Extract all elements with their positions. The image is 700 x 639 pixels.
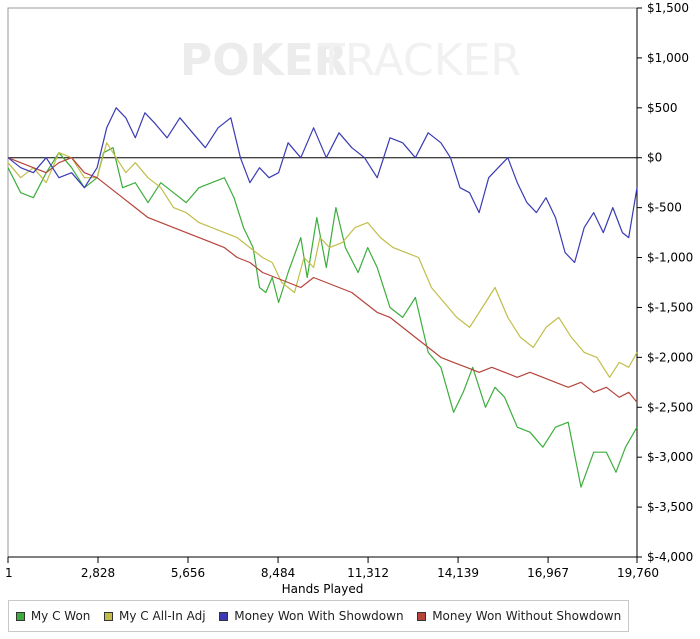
legend-label: Money Won With Showdown [234,609,404,623]
legend-label: My C Won [30,609,91,623]
y-tick-label: $1,500 [647,1,689,15]
x-tick-label: 11,312 [347,566,389,580]
x-tick-label: 19,760 [617,566,659,580]
plot-frame [7,7,638,558]
y-tick-label: $-3,500 [647,500,693,514]
x-tick-label: 5,656 [171,566,205,580]
series-line-my-c-all-in-adj [7,142,638,378]
x-tick-label: 16,967 [527,566,569,580]
legend-swatch [15,611,25,621]
y-tick-label: $-1,000 [647,251,693,265]
legend-item-my-c-all-in-adj[interactable]: My C All-In Adj [104,609,206,623]
x-tick-label: 8,484 [261,566,295,580]
y-tick-label: $500 [647,101,678,115]
watermark-strong: POKER [180,35,348,86]
y-tick-label: $-1,500 [647,300,693,314]
legend-item-my-c-won[interactable]: My C Won [15,609,91,623]
watermark-light: TRACKER [317,35,521,86]
y-tick-label: $-4,000 [647,550,693,564]
y-tick-label: $-2,000 [647,350,693,364]
series-line-money-won-with-showdown [7,107,638,264]
x-tick-label: 1 [5,566,13,580]
x-tick-label: 2,828 [81,566,115,580]
legend-label: My C All-In Adj [119,609,206,623]
legend-label: Money Won Without Showdown [432,609,622,623]
x-tick-label: 14,139 [437,566,479,580]
y-tick-label: $-3,000 [647,450,693,464]
y-tick-label: $1,000 [647,51,689,65]
y-tick-label: $0 [647,151,662,165]
y-tick-label: $-2,500 [647,400,693,414]
pokertracker-watermark: POKER TRACKER [180,35,521,86]
series-line-my-c-won [7,147,638,488]
legend-swatch [417,611,427,621]
legend-item-money-won-without-showdown[interactable]: Money Won Without Showdown [417,609,621,623]
chart-legend: My C Won My C All-In Adj Money Won With … [8,600,629,632]
y-tick-label: $-500 [647,201,682,215]
legend-item-money-won-with-showdown[interactable]: Money Won With Showdown [219,609,404,623]
series-line-money-won-without-showdown [7,157,638,403]
legend-swatch [219,611,229,621]
line-chart: POKER TRACKER $1,500 $1,000 $500 $0 $-500 $-1… [5,1,693,596]
legend-swatch [104,611,114,621]
x-axis-label: Hands Played [282,582,364,596]
